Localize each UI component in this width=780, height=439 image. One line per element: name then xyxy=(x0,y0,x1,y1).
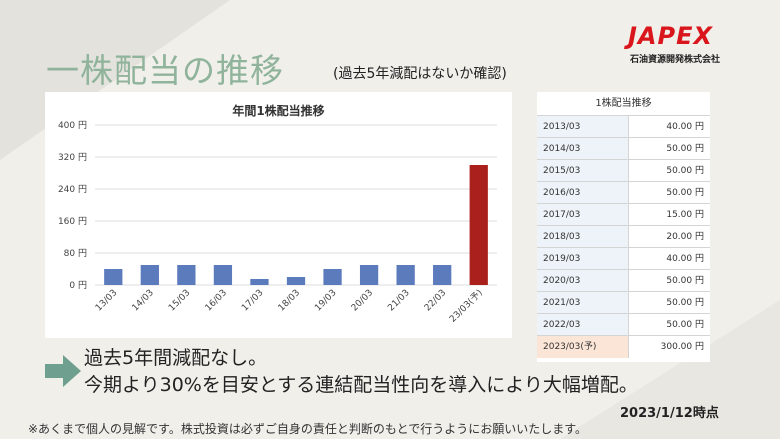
x-tick-label: 19/03 xyxy=(313,288,338,313)
bar xyxy=(286,277,306,285)
page-title: 一株配当の推移 xyxy=(46,51,284,90)
table-cell-dividend: 15.00 円 xyxy=(666,210,704,220)
y-tick-label: 80 円 xyxy=(64,248,87,259)
table-cell-year: 2022/03 xyxy=(537,314,629,336)
as-of-date: 2023/1/12時点 xyxy=(620,406,719,421)
x-tick-label: 15/03 xyxy=(167,288,192,313)
table-cell-dividend: 40.00 円 xyxy=(666,122,704,132)
table-cell-year: 2021/03 xyxy=(537,292,629,314)
x-tick-label: 18/03 xyxy=(277,288,302,313)
y-tick-label: 0 円 xyxy=(69,280,87,291)
table-row: 2016/03 50.00 円 xyxy=(537,181,710,204)
table-row: 2020/03 50.00 円 xyxy=(537,269,710,292)
table-cell-year: 2017/03 xyxy=(537,204,629,226)
table-cell-dividend: 40.00 円 xyxy=(666,254,704,264)
key-point-1: 過去5年間減配なし。 xyxy=(84,347,268,369)
table-row: 2015/03 50.00 円 xyxy=(537,159,710,182)
bar xyxy=(213,265,233,285)
y-tick-label: 400 円 xyxy=(58,120,87,131)
table-cell-dividend: 20.00 円 xyxy=(666,232,704,242)
bar xyxy=(104,269,123,285)
bar xyxy=(177,265,196,285)
table-row: 2018/03 20.00 円 xyxy=(537,225,710,248)
bar xyxy=(396,265,415,285)
table-cell-year: 2016/03 xyxy=(537,182,629,204)
y-tick-label: 160 円 xyxy=(58,216,87,227)
chart-title: 年間1株配当推移 xyxy=(232,104,325,118)
table-cell-dividend: 50.00 円 xyxy=(666,166,704,176)
bar xyxy=(433,265,452,285)
disclaimer: ※あくまで個人の見解です。株式投資は必ずご自身の責任と判断のもとで行うようにお願… xyxy=(28,422,588,436)
company-logo: JAPEX 石油資源開発株式会社 xyxy=(628,22,734,66)
table-header: 1株配当推移 xyxy=(595,98,652,109)
table-cell-dividend: 50.00 円 xyxy=(666,188,704,198)
x-tick-label: 21/03 xyxy=(386,288,411,313)
dividend-bar-chart: 0 円 80 円 160 円 240 円 320 円 400 円 13/03 14/03 15/… xyxy=(58,120,497,325)
logo-wordmark: JAPEX xyxy=(628,22,713,50)
table-cell-year: 2023/03(予) xyxy=(537,336,629,358)
table-cell-year: 2015/03 xyxy=(537,160,629,182)
bar xyxy=(359,265,379,285)
table-row: 2013/03 40.00 円 xyxy=(537,115,710,138)
table-cell-dividend: 50.00 円 xyxy=(666,320,704,330)
logo-company-name: 石油資源開発株式会社 xyxy=(630,55,721,65)
table-row: 2023/03(予) 300.00 円 xyxy=(537,335,710,358)
table-row: 2021/03 50.00 円 xyxy=(537,291,710,314)
x-tick-label: 20/03 xyxy=(350,288,375,313)
table-cell-year: 2019/03 xyxy=(537,248,629,270)
arrow-right-icon xyxy=(45,355,81,387)
x-tick-label: 22/03 xyxy=(423,288,448,313)
x-tick-label: 13/03 xyxy=(94,288,119,313)
x-tick-label: 23/03(予) xyxy=(447,287,484,324)
table-cell-year: 2014/03 xyxy=(537,138,629,160)
table-row: 2014/03 50.00 円 xyxy=(537,137,710,160)
x-tick-label: 16/03 xyxy=(204,288,229,313)
x-tick-label: 17/03 xyxy=(240,288,265,313)
table-cell-dividend: 50.00 円 xyxy=(666,298,704,308)
table-cell-year: 2013/03 xyxy=(537,116,629,138)
table-row: 2017/03 15.00 円 xyxy=(537,203,710,226)
table-cell-dividend: 50.00 円 xyxy=(666,276,704,286)
table-row: 2019/03 40.00 円 xyxy=(537,247,710,270)
key-point-2: 今期より30%を目安とする連結配当性向を導入により大幅増配。 xyxy=(84,374,638,396)
dividend-table: 1株配当推移 2013/03 40.00 円 2014/03 50.00 円 2015/… xyxy=(537,92,710,362)
bar xyxy=(323,269,342,285)
bar xyxy=(469,165,488,285)
table-cell-dividend: 300.00 円 xyxy=(660,342,704,352)
bar xyxy=(140,265,159,285)
dividend-chart-panel: 年間1株配当推移 0 円 80 円 160 円 240 円 320 円 400 円 13/0… xyxy=(45,92,512,338)
bar xyxy=(250,279,269,285)
table-cell-dividend: 50.00 円 xyxy=(666,144,704,154)
table-cell-year: 2018/03 xyxy=(537,226,629,248)
table-row: 2022/03 50.00 円 xyxy=(537,313,710,336)
y-tick-label: 320 円 xyxy=(58,152,87,163)
x-tick-label: 14/03 xyxy=(131,288,156,313)
page-subtitle: (過去5年減配はないか確認) xyxy=(333,66,507,82)
table-cell-year: 2020/03 xyxy=(537,270,629,292)
y-tick-label: 240 円 xyxy=(58,184,87,195)
